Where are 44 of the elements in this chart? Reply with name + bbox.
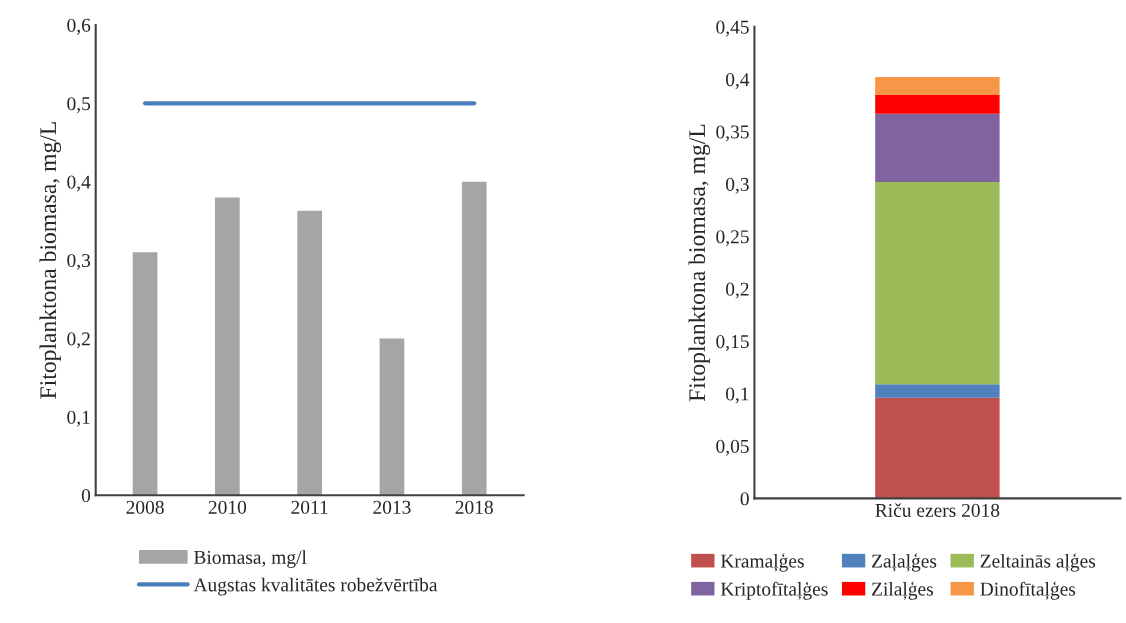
x-tick-label: 2008 — [126, 500, 164, 514]
bar — [297, 210, 322, 496]
x-tick-label: 2010 — [208, 500, 247, 514]
x-tick-label: 2018 — [455, 500, 493, 514]
y-tick-label: 0 — [740, 492, 749, 506]
legend-label: Zilaļģes — [872, 581, 934, 600]
bar — [379, 338, 405, 496]
y-tick-label: 0,6 — [67, 18, 91, 35]
y-tick-label: 0,15 — [716, 335, 749, 351]
x-tick-label: 2013 — [373, 500, 411, 514]
y-tick-label: 0,25 — [716, 230, 749, 247]
bar — [875, 181, 1000, 385]
bar — [875, 384, 1000, 398]
bar — [875, 113, 1000, 182]
y-tick-label: 0,35 — [716, 125, 749, 142]
x-tick-label: Riču ezers 2018 — [875, 503, 1000, 517]
bar — [132, 252, 158, 496]
legend-label: Dinofītaļģes — [980, 581, 1076, 600]
y-tick-label: 0,4 — [725, 73, 750, 89]
y-tick-label: 0,2 — [67, 332, 90, 349]
y-axis-title: Fitoplanktona biomasa, mg/L — [688, 124, 710, 402]
y-tick-label: 0,45 — [716, 20, 749, 37]
y-tick-label: 0,1 — [725, 387, 749, 404]
y-tick-label: 0,5 — [67, 97, 91, 114]
legend-label: Augstas kvalitātes robežvērtība — [193, 577, 438, 596]
y-tick-label: 0,3 — [67, 253, 91, 270]
legend-label: Biomasa, mg/l — [194, 550, 307, 568]
bar — [461, 181, 487, 496]
legend-label: Zeltainās aļģes — [980, 553, 1096, 572]
x-tick-label: 2011 — [291, 500, 328, 514]
y-tick-label: 0,1 — [67, 410, 90, 427]
bar — [875, 77, 1000, 95]
y-tick-label: 0 — [81, 489, 91, 503]
bar — [875, 397, 1000, 499]
bar — [875, 94, 1000, 114]
legend-label: Zaļaļģes — [872, 553, 937, 572]
legend-label: Kriptofītaļģes — [720, 581, 828, 600]
y-tick-label: 0,2 — [725, 282, 749, 299]
y-tick-label: 0,3 — [725, 177, 749, 194]
legend-label: Kramaļģes — [720, 553, 804, 572]
y-tick-label: 0,05 — [716, 439, 749, 456]
bar — [215, 197, 240, 496]
y-tick-label: 0,4 — [67, 175, 91, 192]
y-axis-title: Fitoplanktona biomasa, mg/L — [39, 122, 61, 399]
